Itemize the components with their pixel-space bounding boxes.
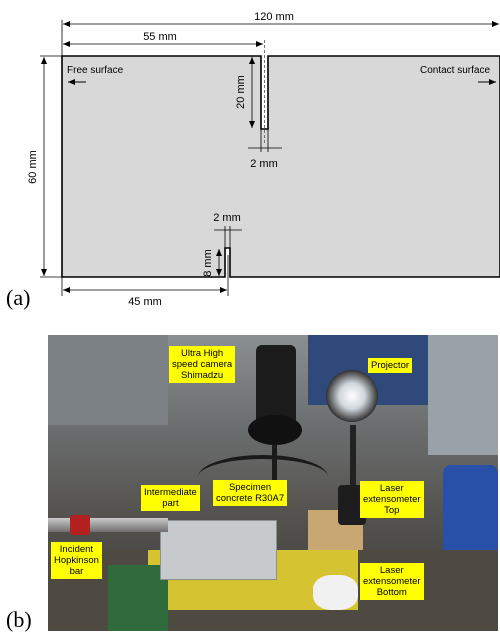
dim-total-width: 120 mm: [254, 11, 294, 23]
panel-label-a: (a): [6, 285, 30, 310]
dim-height: 60 mm: [27, 150, 39, 184]
label-contact-surface: Contact surface: [420, 65, 490, 76]
specimen-block: [160, 520, 277, 580]
dim-bottom-notch-offset: 45 mm: [128, 296, 162, 308]
label-free-surface: Free surface: [67, 65, 124, 76]
callout-laser-bottom: Laser extensometer Bottom: [360, 563, 424, 600]
projector-lamp: [326, 370, 378, 422]
dim-top-notch-offset: 55 mm: [143, 31, 177, 43]
hopkinson-bar: [48, 518, 168, 532]
panel-label-b: (b): [6, 607, 32, 632]
callout-intermediate-part: Intermediate part: [141, 485, 200, 511]
callout-specimen: Specimen concrete R30A7: [213, 480, 288, 506]
dim-top-notch-width: 2 mm: [250, 158, 278, 170]
dim-bottom-notch-depth: 8 mm: [202, 249, 214, 277]
specimen-outline: [61, 55, 500, 278]
dim-bottom-notch-width: 2 mm: [213, 212, 241, 224]
callout-incident-bar: Incident Hopkinson bar: [51, 542, 102, 579]
callout-camera: Ultra High speed camera Shimadzu: [169, 346, 236, 383]
dim-top-notch-depth: 20 mm: [235, 75, 247, 109]
callout-laser-top: Laser extensometer Top: [360, 481, 424, 518]
callout-projector: Projector: [368, 358, 413, 373]
